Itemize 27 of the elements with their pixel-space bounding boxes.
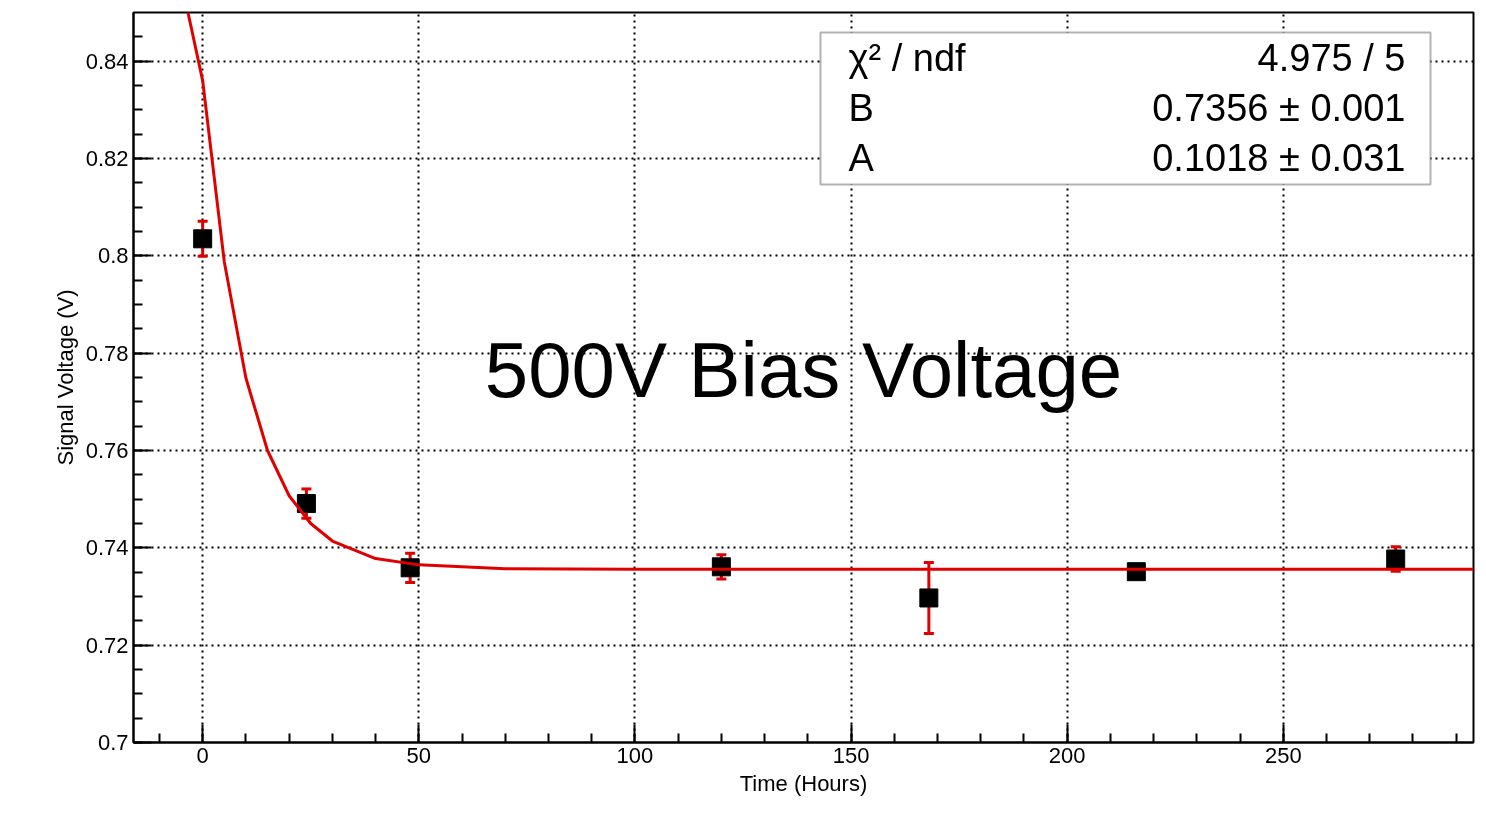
annotation: 4.975 / 5 bbox=[1257, 36, 1406, 79]
x-tick-label: 50 bbox=[406, 742, 432, 768]
x-tick-label: 250 bbox=[1264, 742, 1302, 768]
x-tick-label: 0 bbox=[196, 742, 209, 768]
y-tick-label: 0.84 bbox=[85, 48, 129, 74]
x-tick-label: 200 bbox=[1048, 742, 1086, 768]
text: 500V Bias Voltage bbox=[484, 326, 1123, 415]
annotation: 0.7356 ± 0.001 bbox=[1152, 86, 1406, 129]
point bbox=[919, 588, 939, 608]
y-tick-label: 0.78 bbox=[85, 340, 129, 366]
annotation: χ² / ndf bbox=[848, 36, 967, 79]
y-tick-label: 0.74 bbox=[85, 535, 129, 561]
x-tick-label: 150 bbox=[832, 742, 870, 768]
y-tick-label: 0.72 bbox=[85, 632, 129, 658]
y-tick-label: 0.7 bbox=[97, 730, 129, 755]
annotation: A bbox=[848, 136, 875, 179]
x-axis-title: Time (Hours) bbox=[739, 770, 868, 796]
point bbox=[1386, 549, 1406, 569]
point bbox=[193, 229, 213, 249]
annotation: 0.1018 ± 0.031 bbox=[1152, 136, 1406, 179]
annotation: B bbox=[848, 86, 874, 129]
y-tick-label: 0.82 bbox=[85, 146, 129, 171]
point bbox=[296, 494, 316, 514]
y-axis-title: Signal Voltage (V) bbox=[52, 289, 78, 466]
y-tick-label: 0.8 bbox=[97, 243, 129, 269]
x-tick-label: 100 bbox=[616, 742, 654, 768]
y-tick-label: 0.76 bbox=[85, 438, 129, 463]
